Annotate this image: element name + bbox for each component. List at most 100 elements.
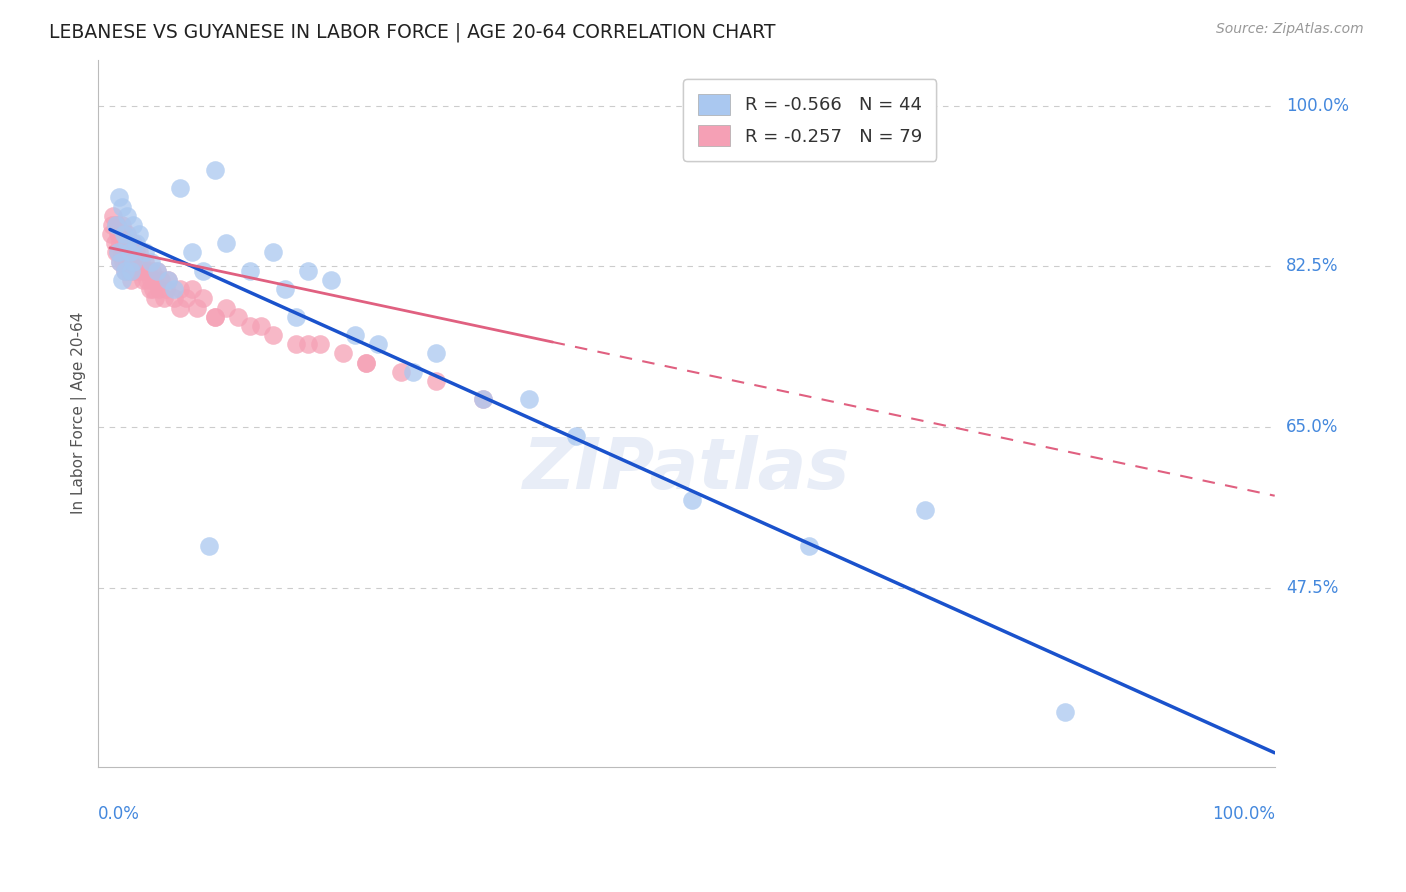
Point <box>105 218 128 232</box>
Point <box>145 264 167 278</box>
Y-axis label: In Labor Force | Age 20-64: In Labor Force | Age 20-64 <box>72 312 87 515</box>
Point <box>132 264 155 278</box>
Point <box>112 245 135 260</box>
Point <box>145 264 167 278</box>
Point <box>139 273 162 287</box>
Point <box>193 264 215 278</box>
Point <box>124 254 146 268</box>
Point <box>681 493 703 508</box>
Point <box>354 355 377 369</box>
Point <box>402 365 425 379</box>
Point <box>107 227 129 241</box>
Point <box>121 245 143 260</box>
Point <box>321 273 343 287</box>
Point <box>104 218 127 232</box>
Point <box>332 346 354 360</box>
Point <box>111 254 134 268</box>
Point <box>250 318 273 333</box>
Point <box>118 245 141 260</box>
Point <box>565 429 588 443</box>
Point <box>117 236 139 251</box>
Point <box>389 365 412 379</box>
Point <box>101 218 124 232</box>
Point <box>103 209 125 223</box>
Point <box>117 236 139 251</box>
Text: 65.0%: 65.0% <box>1286 417 1339 436</box>
Point <box>134 245 156 260</box>
Point <box>471 392 494 407</box>
Point <box>120 254 142 268</box>
Point <box>169 181 191 195</box>
Point <box>163 282 186 296</box>
Point <box>107 245 129 260</box>
Point <box>128 245 150 260</box>
Point <box>367 337 389 351</box>
Text: 0.0%: 0.0% <box>98 805 141 823</box>
Point <box>111 218 134 232</box>
Point <box>239 318 262 333</box>
Legend: R = -0.566   N = 44, R = -0.257   N = 79: R = -0.566 N = 44, R = -0.257 N = 79 <box>683 79 936 161</box>
Point <box>124 236 146 251</box>
Point <box>226 310 249 324</box>
Point <box>157 273 180 287</box>
Point <box>122 264 145 278</box>
Point <box>110 236 132 251</box>
Point <box>104 245 127 260</box>
Point <box>273 282 295 296</box>
Point <box>111 245 134 260</box>
Point <box>110 254 132 268</box>
Point <box>100 227 122 241</box>
Point <box>114 264 136 278</box>
Point <box>114 264 136 278</box>
Point <box>180 282 202 296</box>
Point <box>127 254 149 268</box>
Point <box>117 254 139 268</box>
Point <box>142 282 165 296</box>
Point <box>124 245 146 260</box>
Point <box>308 337 330 351</box>
Point <box>797 539 820 553</box>
Text: ZIPatlas: ZIPatlas <box>523 435 851 504</box>
Point <box>135 264 157 278</box>
Point <box>198 539 221 553</box>
Point <box>215 301 238 315</box>
Point <box>107 245 129 260</box>
Point <box>122 236 145 251</box>
Point <box>111 273 134 287</box>
Point <box>143 273 166 287</box>
Point <box>122 218 145 232</box>
Point <box>297 264 319 278</box>
Point <box>120 273 142 287</box>
Point <box>343 328 366 343</box>
Point <box>117 209 139 223</box>
Point <box>108 190 131 204</box>
Point <box>138 282 160 296</box>
Point <box>114 236 136 251</box>
Text: Source: ZipAtlas.com: Source: ZipAtlas.com <box>1216 22 1364 37</box>
Point <box>262 328 284 343</box>
Point <box>174 291 197 305</box>
Point <box>180 245 202 260</box>
Point <box>136 273 159 287</box>
Point <box>155 282 177 296</box>
Point <box>145 291 167 305</box>
Point <box>193 291 215 305</box>
Point <box>122 254 145 268</box>
Point <box>129 264 152 278</box>
Point <box>111 227 134 241</box>
Point <box>425 374 447 388</box>
Point <box>117 227 139 241</box>
Point <box>204 310 226 324</box>
Point <box>110 254 132 268</box>
Point <box>139 254 162 268</box>
Point <box>131 254 153 268</box>
Point <box>471 392 494 407</box>
Point <box>914 502 936 516</box>
Text: 47.5%: 47.5% <box>1286 579 1339 597</box>
Point <box>125 264 148 278</box>
Text: 82.5%: 82.5% <box>1286 257 1339 276</box>
Point <box>157 273 180 287</box>
Point <box>262 245 284 260</box>
Point <box>204 162 226 177</box>
Point <box>169 301 191 315</box>
